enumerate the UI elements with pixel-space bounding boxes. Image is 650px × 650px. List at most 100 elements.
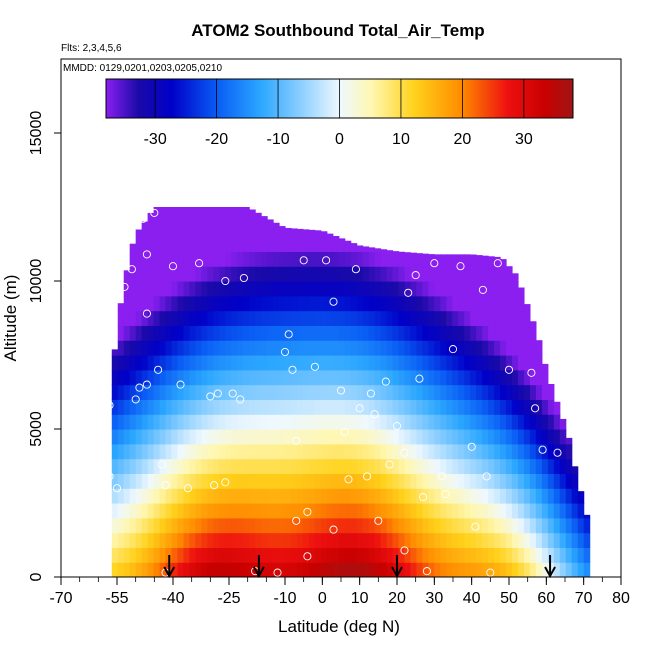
heatmap-cell — [440, 281, 447, 297]
heatmap-cell — [332, 503, 340, 519]
heatmap-cell — [380, 281, 388, 297]
heatmap-cell — [488, 562, 495, 577]
heatmap-cell — [553, 473, 561, 489]
heatmap-cell — [422, 253, 429, 267]
heatmap-cell — [135, 340, 143, 356]
heatmap-cell — [362, 503, 370, 519]
sample-point — [351, 265, 360, 274]
heatmap-cell — [559, 418, 567, 430]
heatmap-cell — [135, 517, 143, 534]
heatmap-cell — [135, 325, 143, 341]
heatmap-cell — [344, 414, 352, 430]
x-tick-label: 50 — [500, 590, 518, 607]
heatmap-cell — [482, 281, 489, 297]
heatmap-cell — [165, 429, 173, 445]
heatmap-cell — [374, 443, 382, 460]
heatmap-cell — [332, 369, 340, 386]
sample-point — [415, 374, 424, 383]
heatmap-cell — [273, 488, 280, 504]
heatmap-cell — [464, 547, 471, 563]
heatmap-cell — [541, 443, 549, 460]
heatmap-cell — [541, 517, 549, 534]
x-tick-label: -70 — [49, 590, 72, 607]
heatmap-cell — [147, 251, 155, 267]
heatmap-cell — [374, 429, 382, 445]
heatmap-cell — [374, 414, 382, 430]
heatmap-cell — [434, 281, 441, 297]
heatmap-cell — [350, 443, 358, 460]
heatmap-cell — [231, 236, 238, 252]
heatmap-cell — [189, 503, 196, 519]
heatmap-cell — [255, 355, 262, 371]
heatmap-cell — [494, 488, 501, 504]
heatmap-cell — [219, 325, 226, 341]
sample-point — [154, 365, 163, 374]
heatmap-cell — [506, 532, 513, 548]
heatmap-cell — [547, 532, 555, 548]
heatmap-cell — [201, 207, 208, 223]
heatmap-cell — [207, 236, 214, 252]
heatmap-cell — [326, 355, 334, 371]
heatmap-cell — [141, 221, 149, 238]
heatmap-cell — [237, 562, 244, 577]
heatmap-cell — [231, 355, 238, 371]
heatmap-cell — [314, 340, 322, 356]
heatmap-cell — [189, 488, 196, 504]
heatmap-cell — [523, 532, 531, 548]
heatmap-cell — [177, 207, 185, 223]
heatmap-cell — [380, 384, 388, 400]
heatmap-cell — [153, 295, 161, 312]
sample-point — [516, 265, 525, 274]
heatmap-cell — [535, 488, 543, 504]
heatmap-cell — [159, 295, 167, 312]
heatmap-cell — [458, 399, 465, 415]
heatmap-cell — [111, 532, 119, 548]
heatmap-cell — [410, 340, 418, 356]
heatmap-cell — [458, 488, 465, 504]
heatmap-cell — [225, 458, 232, 474]
heatmap-cell — [434, 340, 441, 356]
y-tick-label: 15000 — [28, 111, 45, 156]
heatmap-cell — [201, 443, 208, 460]
colorbar-tick-label: 0 — [335, 131, 344, 148]
heatmap-cell — [314, 473, 322, 489]
heatmap-cell — [177, 369, 185, 386]
heatmap-cell — [434, 562, 441, 577]
heatmap-cell — [225, 251, 232, 267]
heatmap-cell — [147, 414, 155, 430]
heatmap-cell — [201, 310, 208, 326]
heatmap-cell — [416, 562, 423, 577]
sample-point — [344, 475, 353, 484]
heatmap-cell — [356, 384, 364, 400]
heatmap-cell — [440, 562, 447, 577]
heatmap-cell — [476, 310, 483, 326]
heatmap-cell — [225, 443, 232, 460]
heatmap-cell — [243, 340, 250, 356]
heatmap-cell — [350, 340, 358, 356]
heatmap-cell — [446, 325, 453, 341]
heatmap-cell — [117, 310, 125, 326]
heatmap-cell — [207, 384, 214, 400]
heatmap-cell — [296, 236, 304, 252]
heatmap-cell — [422, 488, 429, 504]
heatmap-cell — [225, 355, 232, 371]
heatmap-cell — [452, 355, 459, 371]
heatmap-cell — [332, 399, 340, 415]
heatmap-cell — [111, 399, 119, 415]
sample-point — [292, 436, 301, 445]
heatmap-cell — [302, 340, 310, 356]
heatmap-cell — [458, 414, 465, 430]
heatmap-cell — [285, 295, 292, 312]
sample-point — [176, 380, 185, 389]
heatmap-cell — [488, 310, 495, 326]
heatmap-cell — [464, 488, 471, 504]
heatmap-cell — [356, 325, 364, 341]
heatmap-cell — [380, 340, 388, 356]
heatmap-cell — [195, 384, 202, 400]
heatmap-cell — [440, 399, 447, 415]
heatmap-cell — [488, 369, 495, 386]
heatmap-cell — [159, 236, 167, 252]
heatmap-cell — [285, 251, 292, 267]
x-tick-label: 20 — [388, 590, 406, 607]
sample-point — [142, 380, 151, 389]
